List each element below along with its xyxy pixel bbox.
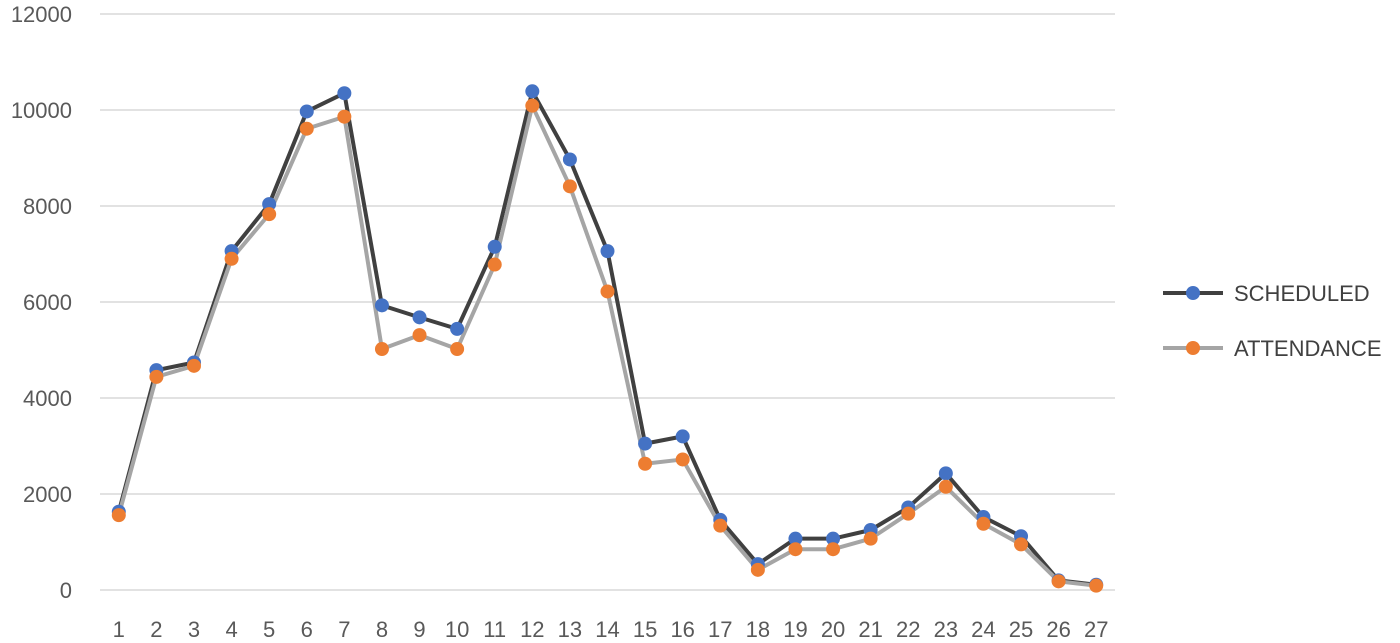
- data-point: [1051, 574, 1066, 589]
- x-tick-label: 7: [338, 617, 350, 642]
- x-tick-label: 19: [783, 617, 807, 642]
- x-tick-label: 15: [633, 617, 657, 642]
- data-point: [638, 436, 653, 451]
- x-tick-label: 6: [301, 617, 313, 642]
- data-point: [111, 508, 126, 523]
- data-point: [675, 429, 690, 444]
- x-tick-label: 11: [483, 617, 506, 642]
- x-tick-label: 18: [746, 617, 770, 642]
- data-point: [938, 479, 953, 494]
- y-tick-label: 12000: [11, 2, 72, 27]
- x-axis-tick-labels: 1 2 3 4 5 6 7 8 9 10 11 12 13 14 15 16 17 18 19 20 21 22 23 24 2…: [113, 617, 1109, 642]
- data-point: [638, 456, 653, 471]
- data-point: [412, 310, 427, 325]
- data-point: [675, 452, 690, 467]
- data-point: [525, 98, 540, 113]
- data-point: [713, 518, 728, 533]
- x-tick-label: 22: [896, 617, 920, 642]
- data-point: [826, 531, 841, 546]
- data-point: [337, 86, 352, 101]
- data-point: [487, 239, 502, 254]
- x-tick-label: 8: [376, 617, 388, 642]
- data-point: [450, 342, 465, 357]
- x-tick-label: 5: [263, 617, 275, 642]
- data-point: [788, 531, 803, 546]
- y-tick-label: 6000: [23, 290, 72, 315]
- data-point: [826, 542, 841, 557]
- data-point: [600, 244, 615, 259]
- series-lines: [111, 84, 1104, 593]
- x-tick-label: 1: [113, 617, 125, 642]
- y-axis-tick-labels: 0 2000 4000 6000 8000 10000 12000: [11, 2, 72, 603]
- x-tick-label: 20: [821, 617, 845, 642]
- data-point: [262, 197, 277, 212]
- x-tick-label: 3: [188, 617, 200, 642]
- x-tick-label: 17: [708, 617, 732, 642]
- data-point: [750, 562, 765, 577]
- data-point: [863, 531, 878, 546]
- legend-item: SCHEDULED: [1163, 281, 1370, 306]
- data-point: [374, 342, 389, 357]
- data-point: [938, 466, 953, 481]
- y-tick-label: 4000: [23, 386, 72, 411]
- legend-label: SCHEDULED: [1234, 281, 1370, 306]
- data-point: [186, 358, 201, 373]
- data-point: [450, 321, 465, 336]
- y-tick-label: 10000: [11, 98, 72, 123]
- legend-marker-swatch: [1186, 286, 1200, 300]
- data-point: [901, 506, 916, 521]
- data-point: [262, 207, 277, 222]
- data-point: [412, 328, 427, 343]
- x-tick-label: 16: [670, 617, 694, 642]
- y-tick-label: 0: [60, 578, 72, 603]
- series-line: [116, 103, 1099, 588]
- legend: SCHEDULED ATTENDANCE: [1163, 281, 1382, 361]
- data-point: [224, 251, 239, 266]
- x-tick-label: 24: [971, 617, 995, 642]
- x-tick-label: 26: [1046, 617, 1070, 642]
- x-tick-label: 2: [150, 617, 162, 642]
- y-tick-label: 8000: [23, 194, 72, 219]
- x-tick-label: 12: [520, 617, 544, 642]
- data-point: [600, 284, 615, 299]
- legend-label: ATTENDANCE: [1234, 336, 1382, 361]
- x-tick-label: 10: [445, 617, 469, 642]
- data-point: [562, 152, 577, 167]
- data-point: [299, 104, 314, 119]
- legend-marker-swatch: [1186, 341, 1200, 355]
- data-point: [149, 369, 164, 384]
- x-tick-label: 23: [934, 617, 958, 642]
- data-point: [562, 179, 577, 194]
- series-line: [116, 89, 1099, 587]
- legend-item: ATTENDANCE: [1163, 336, 1382, 361]
- x-tick-label: 14: [595, 617, 619, 642]
- x-tick-label: 4: [225, 617, 237, 642]
- data-point: [976, 516, 991, 531]
- data-point: [299, 121, 314, 136]
- x-tick-label: 25: [1009, 617, 1033, 642]
- data-point: [1089, 578, 1104, 593]
- data-point: [1014, 537, 1029, 552]
- x-tick-label: 27: [1084, 617, 1108, 642]
- x-tick-label: 9: [413, 617, 425, 642]
- x-tick-label: 13: [558, 617, 582, 642]
- data-point: [525, 84, 540, 99]
- data-point: [374, 298, 389, 313]
- y-tick-label: 2000: [23, 482, 72, 507]
- data-point: [487, 257, 502, 272]
- data-point: [337, 109, 352, 124]
- data-point: [788, 542, 803, 557]
- x-tick-label: 21: [858, 617, 882, 642]
